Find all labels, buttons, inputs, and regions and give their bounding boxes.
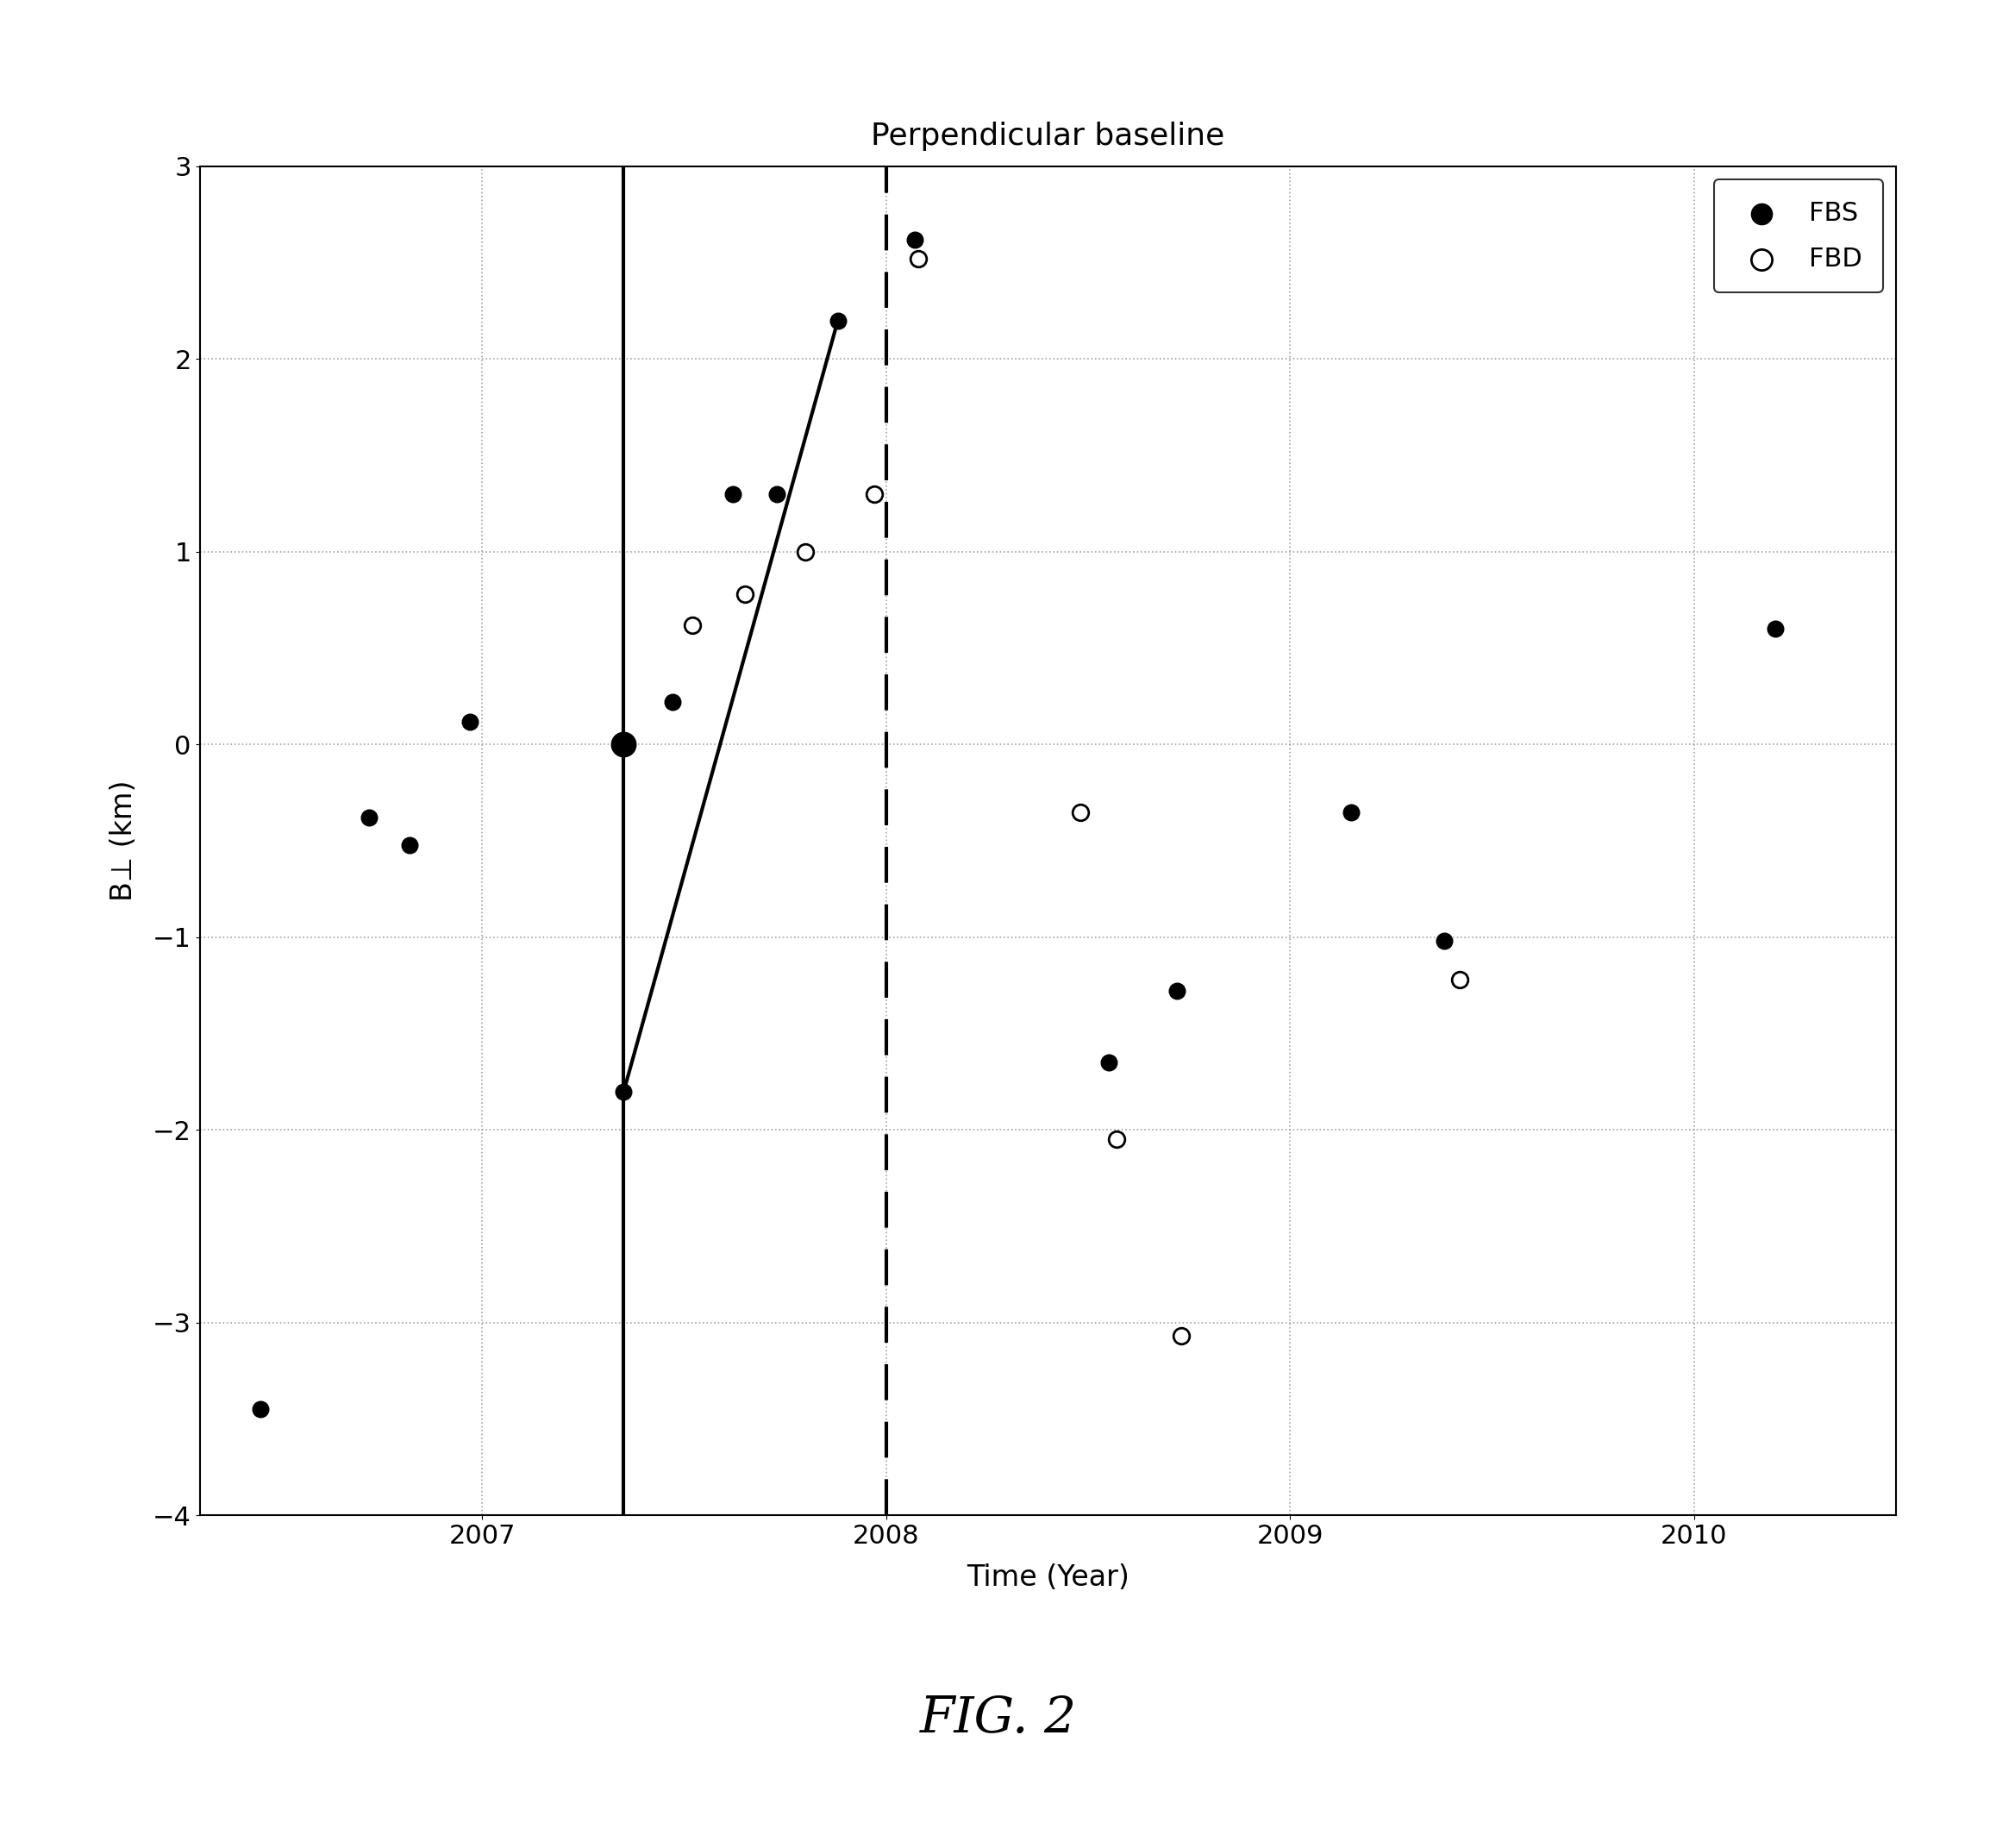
FBS <box>1162 976 1194 1005</box>
FBS <box>1335 796 1367 826</box>
FBS <box>822 305 854 334</box>
X-axis label: Time (Year): Time (Year) <box>966 1563 1130 1591</box>
FBD <box>1166 1321 1198 1351</box>
FBS <box>244 1395 275 1425</box>
Point <box>607 1077 639 1107</box>
FBD <box>677 610 709 639</box>
Text: FIG. 2: FIG. 2 <box>920 1695 1076 1743</box>
FBD <box>858 479 890 508</box>
Legend: FBS, FBD: FBS, FBD <box>1715 179 1882 292</box>
FBS <box>657 687 689 717</box>
FBS <box>898 225 930 255</box>
Title: Perpendicular baseline: Perpendicular baseline <box>870 122 1226 152</box>
FBD <box>729 580 760 610</box>
FBS <box>455 706 487 736</box>
Y-axis label: B⊥ (km): B⊥ (km) <box>110 780 138 902</box>
FBD <box>790 538 822 567</box>
FBS <box>1758 614 1790 643</box>
FBS <box>353 802 385 832</box>
FBD <box>1443 965 1475 994</box>
FBS <box>1427 926 1459 955</box>
FBS <box>393 830 425 859</box>
Point <box>607 730 639 760</box>
FBD <box>1064 796 1096 826</box>
FBS <box>760 479 792 508</box>
FBS <box>717 479 748 508</box>
FBD <box>902 244 934 274</box>
FBD <box>1100 1125 1132 1155</box>
FBS <box>1092 1048 1124 1077</box>
